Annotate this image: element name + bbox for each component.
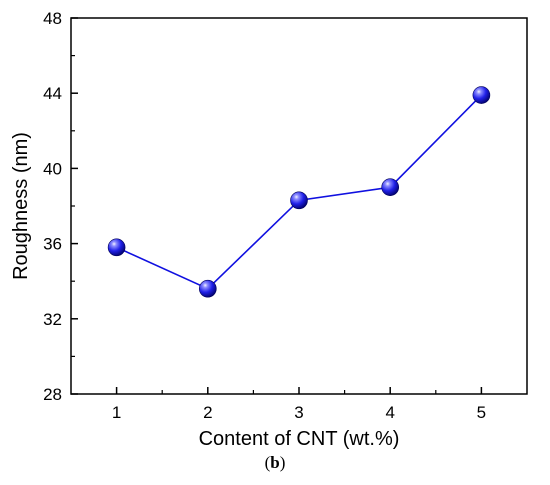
y-axis-label: Roughness (nm) <box>10 132 32 280</box>
y-tick-label: 32 <box>43 310 62 329</box>
caption-close: ) <box>279 453 286 472</box>
data-point <box>290 191 308 210</box>
data-point <box>381 178 400 196</box>
x-tick-label: 2 <box>203 403 212 422</box>
data-point <box>107 238 126 257</box>
y-tick-label: 44 <box>43 84 62 103</box>
y-tick-label: 36 <box>43 235 62 254</box>
x-tick-label: 4 <box>385 403 394 422</box>
x-tick-label: 5 <box>477 403 486 422</box>
data-point <box>199 279 217 298</box>
x-tick-label: 3 <box>294 403 303 422</box>
x-tick-label: 1 <box>112 403 121 422</box>
x-axis-label: Content of CNT (wt.%) <box>199 428 400 450</box>
y-tick-label: 40 <box>43 159 62 178</box>
caption-letter: b <box>270 453 280 472</box>
data-point <box>472 86 491 104</box>
y-tick-label: 48 <box>43 9 62 28</box>
roughness-chart: 28 32 36 40 44 48 1 2 3 4 5 Content of CNT (wt.%) Ro… <box>10 9 528 450</box>
figure-caption: (b) <box>0 453 550 473</box>
caption-open: ( <box>264 453 271 472</box>
y-tick-label: 28 <box>43 385 62 404</box>
